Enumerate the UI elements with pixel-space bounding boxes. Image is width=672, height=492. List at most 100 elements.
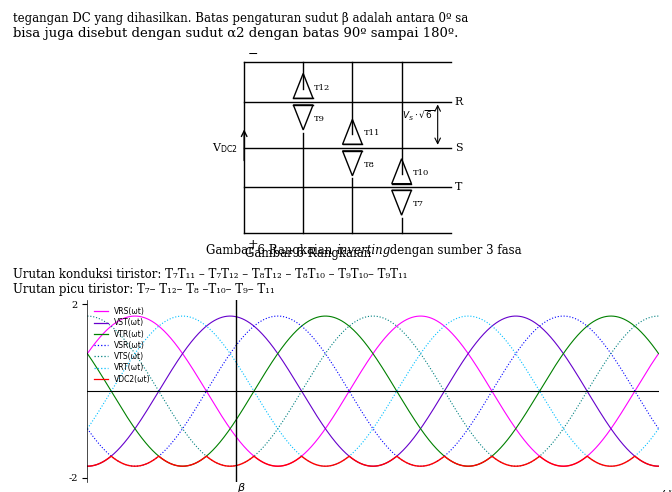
VRT(ωt) <box>83 426 91 431</box>
VST(ωt) <box>655 463 663 469</box>
VTS(ωt) <box>582 390 590 396</box>
Text: T7: T7 <box>413 200 424 208</box>
VTS(ωt) <box>644 315 652 321</box>
VDC2(ωt) <box>83 463 91 469</box>
VSR(ωt) <box>149 458 157 463</box>
Line: VST(ωt): VST(ωt) <box>87 316 659 466</box>
VSR(ωt) <box>559 313 567 319</box>
VDC2(ωt) <box>327 462 335 468</box>
Text: S: S <box>455 143 462 153</box>
VRS(ωt) <box>582 454 590 460</box>
VST(ωt) <box>182 345 190 351</box>
Legend: VRS(ωt), VST(ωt), VTR(ωt), VSR(ωt), VTS(ωt), VRT(ωt), VDC2(ωt): VRS(ωt), VST(ωt), VTR(ωt), VSR(ωt), VTS(… <box>91 304 154 387</box>
Text: $\beta$: $\beta$ <box>237 481 245 492</box>
Text: T11: T11 <box>364 129 380 137</box>
VRS(ωt) <box>183 357 191 363</box>
VRS(ωt) <box>131 313 139 319</box>
VRT(ωt) <box>149 329 157 335</box>
Text: inverting: inverting <box>336 245 390 257</box>
VRT(ωt) <box>179 313 187 319</box>
VRS(ωt) <box>655 351 663 357</box>
Text: T9: T9 <box>314 115 325 123</box>
VRS(ωt) <box>302 449 310 455</box>
VSR(ωt) <box>327 360 335 366</box>
VTR(ωt) <box>149 447 157 453</box>
VTR(ωt) <box>83 351 91 357</box>
VTS(ωt) <box>182 431 190 437</box>
VST(ωt) <box>149 399 157 404</box>
VSR(ωt) <box>83 426 91 431</box>
Text: Urutan picu tiristor: T₇– T₁₂– T₈ –T₁₀– T₉– T₁₁: Urutan picu tiristor: T₇– T₁₂– T₈ –T₁₀– … <box>13 283 276 296</box>
VDC2(ωt) <box>655 463 663 469</box>
Line: VRT(ωt): VRT(ωt) <box>87 316 659 466</box>
VTS(ωt) <box>149 378 157 384</box>
Text: Gambar 6 Rangkaian: Gambar 6 Rangkaian <box>206 245 336 257</box>
VDC2(ωt) <box>107 453 115 459</box>
VST(ωt) <box>644 461 652 467</box>
VSR(ωt) <box>655 426 663 431</box>
VTR(ωt) <box>179 463 187 469</box>
VRT(ωt) <box>327 462 335 468</box>
Line: VTS(ωt): VTS(ωt) <box>87 316 659 466</box>
VTR(ωt) <box>327 314 335 320</box>
Text: −: − <box>247 48 258 61</box>
VST(ωt) <box>83 463 91 469</box>
VRS(ωt) <box>83 351 91 357</box>
Line: VDC2(ωt): VDC2(ωt) <box>87 456 659 466</box>
VRT(ωt) <box>607 463 615 469</box>
VDC2(ωt) <box>582 454 590 460</box>
VRS(ωt) <box>327 417 335 423</box>
Text: $\omega t$: $\omega t$ <box>661 487 672 492</box>
VSR(ωt) <box>302 328 310 334</box>
Text: Gambar 6 Rangkaian: Gambar 6 Rangkaian <box>245 247 375 260</box>
VRS(ωt) <box>149 319 157 325</box>
Line: VRS(ωt): VRS(ωt) <box>87 316 659 466</box>
Text: V$_{\rm DC2}$: V$_{\rm DC2}$ <box>212 141 239 154</box>
VRT(ωt) <box>183 313 191 319</box>
VSR(ωt) <box>183 420 191 426</box>
VTR(ωt) <box>655 351 663 357</box>
VTS(ωt) <box>655 313 663 319</box>
VTS(ωt) <box>302 380 310 386</box>
VTR(ωt) <box>183 463 191 469</box>
VTS(ωt) <box>327 343 335 349</box>
Text: Gambar 6 Rangkaian inverting dengan sumber 3 fasa: Gambar 6 Rangkaian inverting dengan sumb… <box>176 247 496 260</box>
Text: Urutan konduksi tiristor: T₇T₁₁ – T₇T₁₂ – T₈T₁₂ – T₈T₁₀ – T₉T₁₀– T₉T₁₁: Urutan konduksi tiristor: T₇T₁₁ – T₇T₁₂ … <box>13 268 408 281</box>
VTS(ωt) <box>511 463 519 469</box>
Text: bisa juga disebut dengan sudut α2 dengan batas 90º sampai 180º.: bisa juga disebut dengan sudut α2 dengan… <box>13 27 459 40</box>
Text: Gambar 6 Rangkaian inverting: Gambar 6 Rangkaian inverting <box>245 247 429 260</box>
VTR(ωt) <box>644 337 652 342</box>
Text: +: + <box>247 238 258 251</box>
VTS(ωt) <box>83 313 91 319</box>
VST(ωt) <box>327 433 335 439</box>
Text: R: R <box>455 97 463 107</box>
VRT(ωt) <box>302 457 310 463</box>
VRT(ωt) <box>655 426 663 431</box>
Text: dengan sumber 3 fasa: dengan sumber 3 fasa <box>386 245 522 257</box>
VRS(ωt) <box>644 367 652 373</box>
VTR(ωt) <box>302 319 310 325</box>
VSR(ωt) <box>582 322 590 328</box>
Line: VTR(ωt): VTR(ωt) <box>87 316 659 466</box>
VST(ωt) <box>511 313 519 319</box>
Text: $V_S\cdot\sqrt{6}$: $V_S\cdot\sqrt{6}$ <box>402 109 434 123</box>
Text: T12: T12 <box>314 84 331 92</box>
VDC2(ωt) <box>644 461 652 467</box>
Text: T: T <box>455 182 462 192</box>
VSR(ωt) <box>131 463 139 469</box>
VST(ωt) <box>302 396 310 402</box>
Line: VSR(ωt): VSR(ωt) <box>87 316 659 466</box>
VTR(ωt) <box>607 313 615 319</box>
VRS(ωt) <box>559 463 567 469</box>
VTR(ωt) <box>582 324 590 330</box>
VDC2(ωt) <box>183 463 191 469</box>
Text: tegangan DC yang dihasilkan. Batas pengaturan sudut β adalah antara 0º sa: tegangan DC yang dihasilkan. Batas penga… <box>13 12 468 25</box>
VDC2(ωt) <box>302 457 310 463</box>
VRT(ωt) <box>644 440 652 446</box>
VST(ωt) <box>582 386 590 392</box>
Text: T10: T10 <box>413 169 429 177</box>
VRT(ωt) <box>582 452 590 458</box>
Text: T8: T8 <box>364 161 374 169</box>
VSR(ωt) <box>644 409 652 415</box>
VDC2(ωt) <box>149 458 157 463</box>
